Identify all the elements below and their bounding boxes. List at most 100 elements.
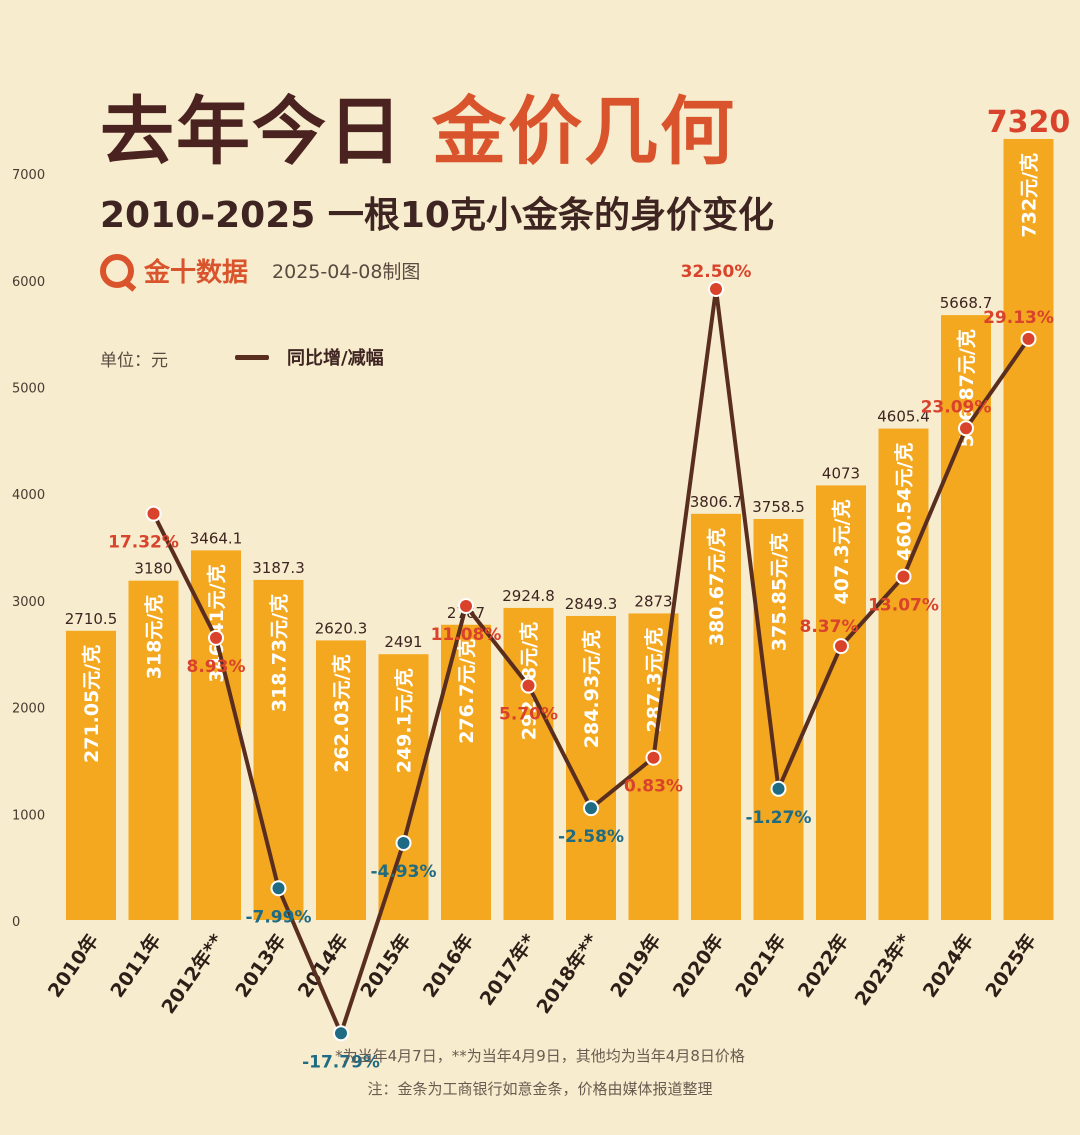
price-per-gram-label: 284.93元/克 [580,630,603,748]
x-category-label: 2011年 [106,930,166,1002]
yoy-point [895,568,912,585]
bar-value-label: 2710.5 [65,610,118,628]
yoy-point [520,677,537,694]
bar-value-label: 2924.8 [502,587,555,605]
y-tick-label: 4000 [12,488,45,503]
y-tick-label: 2000 [12,702,45,717]
y-tick-label: 3000 [12,595,45,610]
bar [191,550,241,920]
yoy-point [583,800,599,817]
bar-value-label: 3464.1 [190,529,243,547]
yoy-point [395,834,412,851]
price-per-gram-label: 276.7元/克 [455,639,478,744]
bar [1003,138,1054,920]
bar [316,640,366,920]
x-category-label: 2019年 [606,930,666,1002]
bar [816,485,866,920]
x-category-label: 2021年 [731,930,791,1002]
price-per-gram-label: 460.54元/克 [893,443,916,561]
title-part-a: 去年今日 [100,89,404,175]
yoy-point [458,598,474,615]
yoy-label: 8.93% [187,657,246,677]
x-category-label: 2017年* [475,930,541,1010]
bar [878,428,929,920]
page-title: 去年今日 金价几何 [100,72,736,179]
yoy-point [770,780,787,797]
yoy-label: 17.32% [108,533,179,553]
yoy-point [645,749,662,766]
yoy-point [708,281,724,297]
yoy-point [958,420,974,437]
bar [628,613,679,920]
price-per-gram-label: 271.05元/克 [80,645,103,763]
yoy-label: -1.27% [745,808,811,828]
yoy-point [145,505,162,522]
price-per-gram-label: 346.41元/克 [205,564,228,682]
chart-subtitle: 2010-2025 一根10克小金条的身价变化 [100,195,774,236]
bar-value-label: 2849.3 [565,595,618,613]
y-tick-label: 5000 [12,382,45,397]
bar-value-label: 2873 [634,592,672,610]
legend-label: 同比增/减幅 [287,348,384,369]
bar [66,630,116,920]
bar [253,579,304,920]
brand-logo-icon [100,253,134,288]
yoy-label: -7.99% [245,907,311,927]
price-per-gram-label: 375.85元/克 [768,533,791,651]
unit-label: 单位：元 [100,351,168,371]
yoy-label: 0.83% [624,777,683,797]
price-per-gram-label: 318元/克 [143,595,166,680]
yoy-label: 13.07% [868,596,939,616]
y-tick-label: 7000 [12,168,45,183]
price-per-gram-label: 318.73元/克 [268,594,291,712]
brand-name: 金十数据 [144,258,249,288]
bar-value-label: 5668.7 [940,294,993,312]
legend: 同比增/减幅 [235,344,384,370]
bar [941,315,991,920]
y-tick-label: 1000 [12,808,45,823]
bar-value-label: 2491 [384,633,422,651]
y-tick-label: 0 [12,915,20,930]
bar-value-label: 3758.5 [752,498,805,516]
chart-date: 2025-04-08制图 [272,261,421,283]
price-per-gram-label: 407.3元/克 [830,499,853,604]
bar-value-label: 2620.3 [315,619,368,637]
bar-value-label: 3806.7 [690,493,743,511]
yoy-label: -17.79% [302,1052,380,1072]
yoy-label: 11.08% [431,625,502,645]
bar-value-label: 3187.3 [252,559,305,577]
price-per-gram-label: 249.1元/克 [393,668,416,773]
bar-value-label: 4605.4 [877,408,930,426]
bar [691,513,741,920]
brand-row: 金十数据 2025-04-08制图 [100,252,420,289]
bar [503,607,554,920]
title-part-b: 金价几何 [432,89,736,175]
x-category-label: 2018年** [532,930,604,1018]
yoy-label: 8.37% [800,617,859,637]
x-category-label: 2016年 [418,930,478,1002]
yoy-label: 23.09% [921,397,992,417]
y-tick-label: 6000 [12,275,45,290]
x-category-label: 2020年 [668,930,728,1002]
yoy-point [833,638,849,655]
footnote-source: 注：金条为工商银行如意金条，价格由媒体报道整理 [367,1080,713,1098]
legend-line-swatch [235,354,269,360]
x-category-label: 2022年 [793,930,853,1002]
yoy-label: 29.13% [983,308,1054,328]
bar [566,615,616,920]
footnote-dates: *为当年4月7日，**为当年4月9日，其他均为当年4月8日价格 [335,1047,745,1065]
x-category-label: 2012年** [157,930,229,1018]
bar [128,580,179,920]
price-per-gram-label: 732元/克 [1018,153,1041,238]
price-per-gram-label: 380.67元/克 [705,528,728,646]
bar-value-label: 7320 [987,105,1071,140]
bar [753,518,804,920]
yoy-label: 5.70% [499,705,558,725]
x-category-label: 2025年 [981,930,1041,1002]
yoy-point [208,629,224,646]
x-category-label: 2023年* [850,930,916,1010]
x-category-label: 2024年 [918,930,978,1002]
yoy-label: -4.93% [370,862,436,882]
